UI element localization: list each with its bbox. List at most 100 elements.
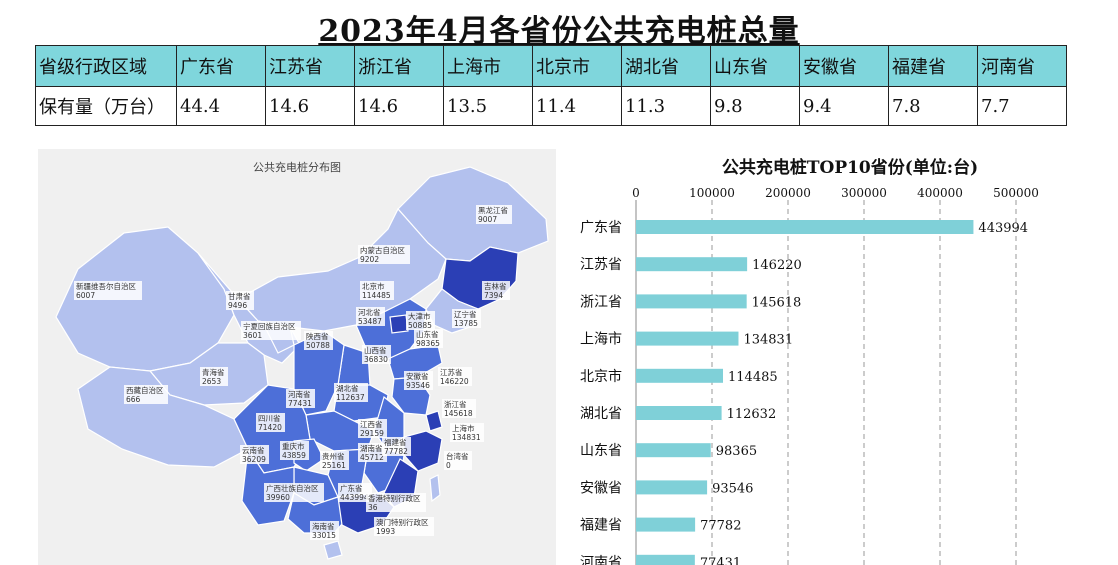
region-taiwan xyxy=(429,474,441,503)
table-header-cell: 安徽省 xyxy=(799,45,889,87)
distribution-map-panel: 公共充电桩分布图 xyxy=(38,149,556,565)
map-label-bg xyxy=(452,309,481,328)
map-label-value: 71420 xyxy=(258,423,282,432)
map-label-value: 33015 xyxy=(312,531,336,540)
y-tick-label: 浙江省 xyxy=(580,294,622,310)
map-label-bg xyxy=(241,321,301,340)
map-label-value: 114485 xyxy=(362,291,391,300)
map-label-bg xyxy=(406,311,435,330)
region-neimenggu xyxy=(237,207,447,332)
map-label-bg xyxy=(240,445,269,464)
map-label-name: 澳门特别行政区 xyxy=(376,517,429,527)
map-label-name: 安徽省 xyxy=(406,371,429,381)
map-label-name: 陕西省 xyxy=(306,331,329,341)
table-value-cell: 7.7 xyxy=(977,86,1067,126)
map-label-name: 广东省 xyxy=(340,483,363,493)
map-label-value: 77431 xyxy=(288,399,312,408)
map-label-value: 6007 xyxy=(76,291,95,300)
table-row-label: 保有量（万台） xyxy=(35,86,177,126)
table-value-cell: 14.6 xyxy=(354,86,444,126)
bar xyxy=(636,294,747,309)
map-label-bg xyxy=(450,423,484,442)
map-label-name: 甘肃省 xyxy=(228,291,251,301)
bar xyxy=(636,220,974,234)
map-label-name: 河南省 xyxy=(288,389,311,399)
x-tick-label: 400000 xyxy=(917,186,963,200)
table-header-cell: 湖北省 xyxy=(621,45,711,87)
table-value-row: 保有量（万台） 44.4 14.6 14.6 13.5 11.4 11.3 9.… xyxy=(35,86,1067,126)
map-label-value: 43859 xyxy=(282,451,306,460)
map-label-name: 香港特别行政区 xyxy=(368,493,421,503)
map-label-name: 台湾省 xyxy=(446,451,469,461)
bar xyxy=(636,368,724,383)
map-label-bg xyxy=(264,483,324,502)
map-label-value: 9496 xyxy=(228,301,247,310)
map-label-value: 36 xyxy=(368,503,378,512)
map-label-bg xyxy=(320,451,349,470)
map-label-name: 江西省 xyxy=(360,419,383,429)
table-value-cell: 9.8 xyxy=(710,86,800,126)
map-label-value: 45712 xyxy=(360,453,384,462)
table-value-cell: 11.4 xyxy=(532,86,622,126)
x-tick-label: 0 xyxy=(632,186,640,200)
map-label-name: 上海市 xyxy=(452,423,475,433)
map-label-name: 青海省 xyxy=(202,367,225,377)
map-label-bg xyxy=(360,281,394,300)
map-label-bg xyxy=(124,385,168,404)
map-label-value: 13785 xyxy=(454,319,478,328)
map-label-bg xyxy=(382,437,411,456)
map-label-name: 新疆维吾尔自治区 xyxy=(76,281,136,291)
map-label-name: 浙江省 xyxy=(444,399,467,409)
map-label-bg xyxy=(334,383,368,402)
data-label: 93546 xyxy=(712,481,753,496)
region-tianjin xyxy=(389,314,409,334)
map-label-bg xyxy=(304,331,333,350)
map-label-value: 9007 xyxy=(478,215,497,224)
map-label-value: 98365 xyxy=(416,339,440,348)
x-tick-label: 500000 xyxy=(993,186,1039,200)
map-label-bg xyxy=(404,371,433,390)
y-tick-label: 河南省 xyxy=(580,555,622,565)
map-label-value: 443994 xyxy=(340,493,369,502)
map-label-bg xyxy=(438,367,472,386)
map-label-value: 36830 xyxy=(364,355,388,364)
map-label-name: 西藏自治区 xyxy=(126,385,164,395)
region-shanghai xyxy=(425,410,443,432)
map-label-bg xyxy=(442,399,476,418)
data-label: 112632 xyxy=(727,407,777,422)
map-label-bg xyxy=(74,281,142,300)
map-label-value: 146220 xyxy=(440,377,469,386)
bar xyxy=(636,517,696,532)
map-title: 公共充电桩分布图 xyxy=(253,161,341,174)
map-label-value: 39960 xyxy=(266,493,290,502)
table-header-cell: 江苏省 xyxy=(265,45,355,87)
map-label-value: 112637 xyxy=(336,393,365,402)
map-label-bg xyxy=(414,329,443,348)
x-tick-label: 300000 xyxy=(841,186,887,200)
map-label-value: 9202 xyxy=(360,255,379,264)
map-label-name: 北京市 xyxy=(362,281,385,291)
map-label-name: 内蒙古自治区 xyxy=(360,245,405,255)
map-label-name: 贵州省 xyxy=(322,451,345,461)
map-label-bg xyxy=(226,291,254,310)
table-value-cell: 44.4 xyxy=(176,86,266,126)
bar xyxy=(636,257,748,272)
